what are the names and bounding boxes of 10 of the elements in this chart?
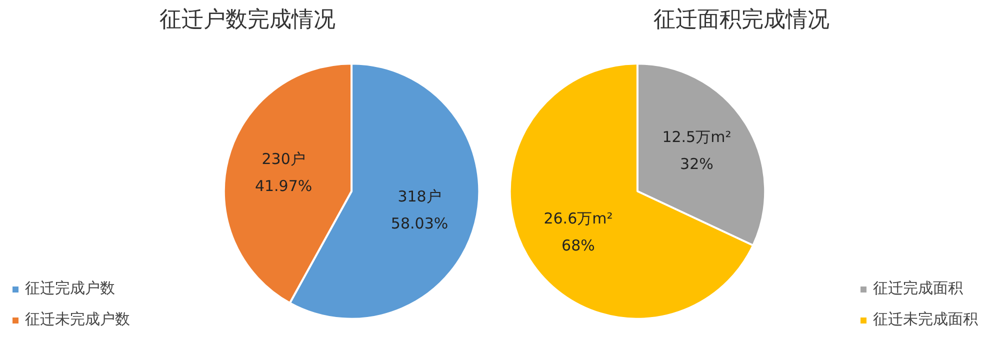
chart-title: 征迁面积完成情况 (654, 8, 830, 32)
legend-label: 征迁完成户数 (25, 279, 115, 298)
legend-label: 征迁完成面积 (873, 279, 963, 298)
legend-label: 征迁未完成户数 (25, 310, 130, 329)
data-label: 26.6万m² 68% (544, 209, 613, 254)
data-label: 318户 58.03% (390, 188, 448, 233)
data-label: 230户 41.97% (254, 150, 312, 195)
legend-label: 征迁未完成面积 (873, 310, 978, 329)
chart-title: 征迁户数完成情况 (160, 8, 336, 32)
data-label: 12.5万m² 32% (662, 128, 732, 174)
